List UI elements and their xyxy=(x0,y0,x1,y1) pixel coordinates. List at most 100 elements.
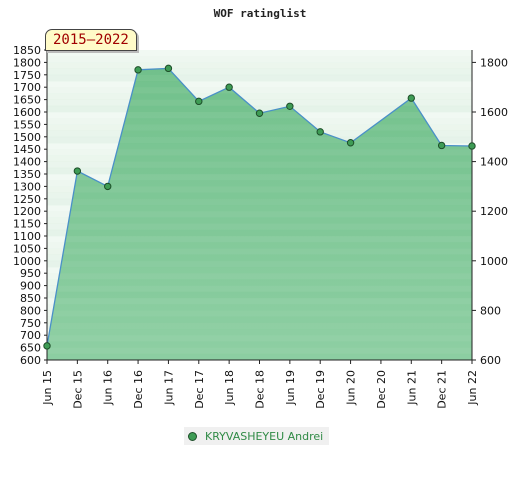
data-point xyxy=(43,342,51,350)
x-tick-label: Jun 18 xyxy=(223,370,236,406)
x-tick-label: Jun 20 xyxy=(345,370,358,406)
area-stripe xyxy=(47,186,472,193)
data-point xyxy=(468,142,476,150)
area-stripe xyxy=(47,62,472,69)
y-tick-label-left: 1200 xyxy=(13,205,41,218)
area-stripe xyxy=(47,248,472,255)
area-stripe xyxy=(47,87,472,94)
y-tick-label-left: 850 xyxy=(20,292,41,305)
x-tick-label: Jun 16 xyxy=(102,370,115,406)
data-point xyxy=(346,139,355,147)
x-tick-label: Dec 21 xyxy=(436,370,449,409)
y-tick-label-right: 1000 xyxy=(480,255,508,268)
series-area xyxy=(47,68,472,361)
chart-title: WOF ratinglist xyxy=(214,7,307,20)
area-stripe xyxy=(47,136,472,143)
data-point xyxy=(104,182,112,191)
y-tick-label-right: 1800 xyxy=(480,56,508,69)
x-tick-label: Dec 19 xyxy=(314,370,327,409)
area-stripe xyxy=(47,99,472,106)
x-tick-label: Dec 15 xyxy=(71,370,84,409)
y-tick-label-left: 700 xyxy=(20,329,41,342)
area-stripe xyxy=(47,198,472,205)
plot-band xyxy=(47,105,472,113)
plot-band xyxy=(47,81,472,88)
area-stripe xyxy=(47,223,472,230)
plot-band xyxy=(47,62,472,69)
legend-label: KRYVASHEYEU Andrei xyxy=(205,429,324,443)
y-tick-label-right: 1400 xyxy=(480,156,508,169)
y-tick-label-right: 1200 xyxy=(480,205,508,218)
y-tick-label-left: 800 xyxy=(20,304,41,317)
area-stripe xyxy=(47,74,472,81)
y-tick-label-left: 1050 xyxy=(13,242,41,255)
y-tick-label-right: 1600 xyxy=(480,106,508,119)
data-point xyxy=(437,141,446,150)
y-tick-label-left: 1250 xyxy=(13,193,41,206)
area-stripe xyxy=(47,310,472,317)
y-tick-label-left: 1150 xyxy=(13,218,41,231)
area-stripe xyxy=(47,174,472,181)
area-stripe xyxy=(47,347,472,354)
y-tick-label-right: 600 xyxy=(480,354,501,367)
data-point xyxy=(255,109,264,117)
x-tick-label: Jun 21 xyxy=(405,370,418,406)
plot-band xyxy=(47,87,472,94)
area-stripe xyxy=(47,149,472,156)
y-tick-label-left: 1350 xyxy=(13,168,41,181)
y-tick-label-left: 1450 xyxy=(13,143,41,156)
y-tick-label-left: 1400 xyxy=(13,156,41,169)
plot-band xyxy=(47,74,472,82)
y-tick-label-left: 1650 xyxy=(13,94,41,107)
area-stripe xyxy=(47,161,472,168)
period-badge: 2015–2022 xyxy=(45,29,137,51)
axes: 6006507007508008509009501000105011001150… xyxy=(13,44,508,409)
data-point xyxy=(195,97,203,106)
x-tick-label: Jun 17 xyxy=(162,370,175,406)
x-tick-label: Jun 15 xyxy=(41,370,54,406)
x-tick-label: Dec 17 xyxy=(193,370,206,409)
data-point xyxy=(73,167,82,175)
y-tick-label-left: 1300 xyxy=(13,180,41,193)
x-tick-label: Dec 18 xyxy=(254,370,267,409)
area-stripe xyxy=(47,260,472,267)
y-tick-label-left: 1800 xyxy=(13,56,41,69)
y-tick-label-left: 1600 xyxy=(13,106,41,119)
x-tick-label: Jun 22 xyxy=(466,370,479,406)
area-stripe xyxy=(47,335,472,342)
y-tick-label-left: 900 xyxy=(20,280,41,293)
y-tick-label-right: 800 xyxy=(480,304,501,317)
plot-band xyxy=(47,93,472,100)
area-layer xyxy=(46,50,473,361)
y-tick-label-left: 1000 xyxy=(13,255,41,268)
x-tick-label: Dec 20 xyxy=(375,370,388,409)
area-stripe xyxy=(47,211,472,218)
data-point xyxy=(134,66,142,74)
area-stripe xyxy=(47,273,472,280)
data-point xyxy=(225,83,233,91)
y-tick-label-left: 650 xyxy=(20,342,41,355)
series-line xyxy=(46,67,473,347)
area-stripe xyxy=(47,285,472,292)
y-tick-label-left: 1750 xyxy=(13,69,41,82)
y-tick-label-left: 1700 xyxy=(13,81,41,94)
plot-band xyxy=(47,99,472,107)
plot-band xyxy=(47,56,472,63)
y-tick-label-left: 1500 xyxy=(13,131,41,144)
area-stripe xyxy=(47,322,472,329)
plot-band xyxy=(47,68,472,76)
x-tick-label: Jun 19 xyxy=(284,370,297,406)
y-tick-label-left: 600 xyxy=(20,354,41,367)
y-tick-label-left: 1550 xyxy=(13,118,41,131)
data-point xyxy=(286,102,294,110)
area-stripe xyxy=(47,298,472,305)
area-stripe xyxy=(47,236,472,243)
y-tick-label-left: 750 xyxy=(20,317,41,330)
x-tick-label: Dec 16 xyxy=(132,370,145,409)
y-tick-label-left: 1100 xyxy=(13,230,41,243)
legend: KRYVASHEYEU Andrei xyxy=(184,427,330,445)
data-points xyxy=(43,64,476,350)
data-point xyxy=(164,64,173,73)
area-stripe xyxy=(47,50,472,57)
